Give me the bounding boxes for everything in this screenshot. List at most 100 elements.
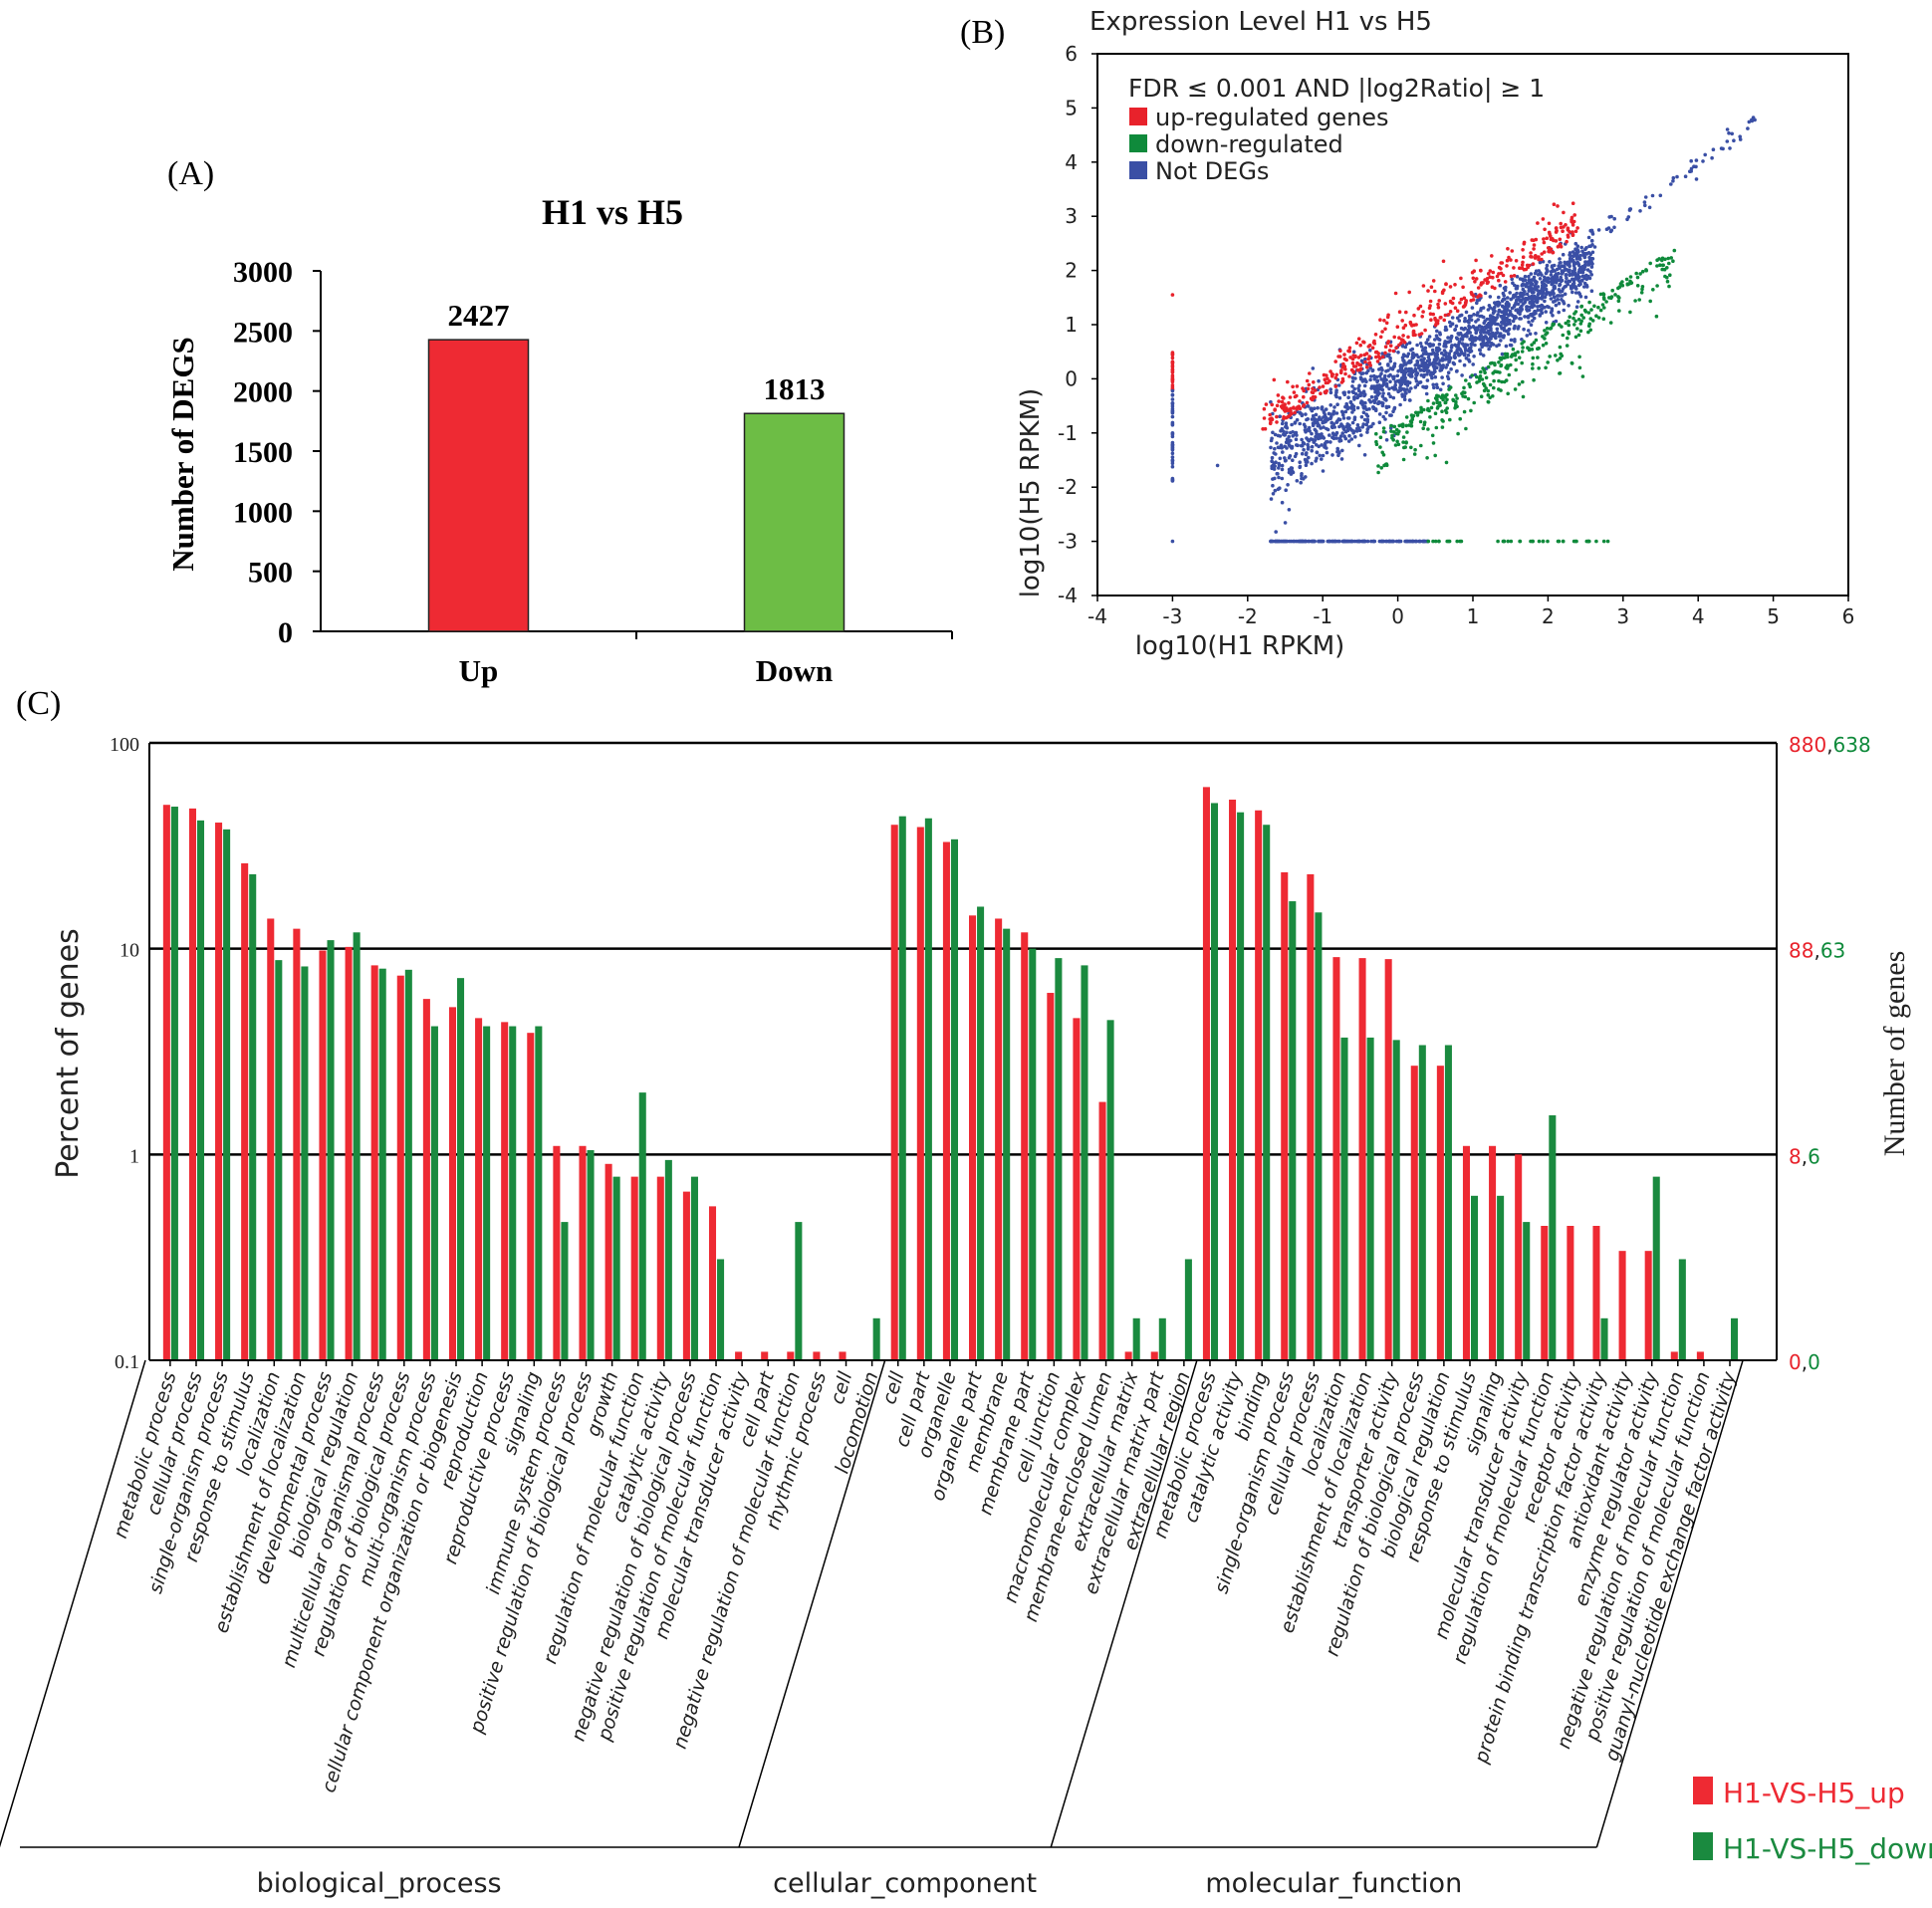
chart-b-point (1553, 284, 1557, 289)
chart-b-point (1306, 386, 1311, 391)
chart-b-point (1436, 346, 1440, 351)
chart-b-point (1272, 377, 1277, 382)
chart-b-point (1586, 262, 1591, 267)
chart-b-point (1529, 313, 1533, 317)
chart-b-point (1322, 372, 1327, 377)
chart-b-point (1541, 293, 1545, 298)
chart-b-point (1293, 454, 1298, 459)
chart-b-point (1449, 349, 1453, 354)
chart-b-point (1479, 308, 1483, 313)
chart-b-point (1421, 359, 1426, 364)
chart-b-point (1608, 229, 1613, 234)
chart-b-point (1533, 278, 1537, 283)
chart-b-point (1435, 365, 1439, 370)
chart-b-point (1391, 539, 1396, 544)
chart-b-point (1335, 446, 1339, 451)
chart-b-point (1444, 345, 1448, 349)
chart-b-point (1447, 352, 1452, 356)
chart-b-point (1556, 358, 1560, 362)
chart-b-point (1307, 382, 1312, 387)
chart-b-point (1388, 394, 1392, 399)
chart-b-point (1497, 310, 1501, 314)
chart-b-point (1486, 400, 1491, 404)
chart-b-point (1572, 277, 1577, 281)
chart-b-point (1361, 405, 1365, 409)
chart-b-point (1282, 396, 1286, 400)
chart-b-point (1491, 311, 1496, 315)
chart-b-point (1402, 372, 1407, 377)
chart-b-point (1441, 419, 1445, 423)
chart-b-point (1331, 436, 1336, 441)
chart-b-point (1170, 414, 1175, 419)
chart-b-point (1559, 275, 1563, 280)
chart-b-point (1490, 342, 1494, 346)
chart-b-point (1550, 292, 1554, 296)
chart-b-point (1467, 331, 1471, 335)
chart-b-point (1440, 363, 1445, 368)
chart-b-point (1287, 443, 1292, 447)
chart-b-point (1317, 433, 1322, 438)
chart-b-point (1317, 378, 1321, 383)
chart-b-point (1651, 288, 1655, 292)
chart-c-bar-up-extracellular-matrix (1124, 1351, 1132, 1360)
chart-b-point (1541, 259, 1546, 264)
chart-b-point (1483, 278, 1487, 282)
chart-b-point (1567, 319, 1570, 324)
chart-b-point (1333, 393, 1338, 397)
chart-b-point (1543, 305, 1547, 310)
chart-b-point (1506, 355, 1510, 359)
chart-b-point (1531, 539, 1535, 544)
chart-b-point (1462, 304, 1467, 309)
chart-b-point (1486, 388, 1491, 393)
chart-b-point (1384, 539, 1389, 544)
chart-b-point (1307, 539, 1312, 544)
chart-b-point (1305, 400, 1310, 405)
chart-c-category-label: catalytic activity (608, 1368, 675, 1525)
chart-c-bar-up-multicellular-organismal-process (370, 965, 378, 1360)
chart-b-point (1382, 355, 1386, 359)
chart-b-point (1514, 259, 1519, 263)
chart-b-point (1385, 341, 1390, 346)
chart-b-point (1527, 348, 1532, 353)
chart-b-point (1478, 335, 1482, 339)
chart-b-point (1566, 235, 1570, 239)
chart-b-point (1322, 409, 1327, 413)
chart-b-point (1415, 382, 1420, 387)
chart-b-point (1727, 130, 1731, 135)
chart-b-point (1350, 357, 1355, 361)
chart-b-point (1567, 269, 1570, 273)
chart-b-point (1552, 322, 1556, 327)
chart-b-point (1290, 422, 1294, 427)
chart-b-point (1434, 396, 1439, 401)
chart-b-point (1375, 379, 1379, 384)
chart-b-point (1533, 310, 1538, 315)
chart-b-point (1566, 336, 1570, 341)
chart-b-point (1563, 260, 1567, 265)
chart-b-point (1455, 539, 1459, 544)
chart-c-bar-up-signaling (527, 1033, 535, 1360)
chart-b-point (1561, 287, 1566, 291)
chart-b-point (1455, 368, 1459, 373)
chart-b-point (1428, 372, 1433, 377)
chart-b-point (1304, 389, 1309, 393)
chart-b-point (1306, 428, 1310, 432)
chart-b-point (1340, 424, 1345, 428)
chart-b-point (1523, 315, 1527, 319)
chart-b-point (1511, 347, 1516, 352)
chart-b-point (1376, 355, 1381, 358)
chart-b-point (1408, 360, 1412, 364)
chart-a-bar-up (427, 339, 530, 632)
chart-b-point (1450, 301, 1455, 306)
chart-b-point (1470, 306, 1475, 310)
chart-b-point (1452, 361, 1457, 366)
chart-b-point (1306, 442, 1310, 447)
chart-b-legend: FDR ≤ 0.001 AND |log2Ratio| ≥ 1 up-regul… (1128, 74, 1545, 185)
chart-b-point (1570, 290, 1574, 295)
chart-b-point (1287, 440, 1291, 444)
chart-b-point (1580, 374, 1585, 378)
chart-b-point (1280, 476, 1285, 481)
chart-c-bar-down-biological-regulation (1444, 1045, 1452, 1360)
chart-b-point (1300, 412, 1304, 416)
chart-b-point (1428, 299, 1433, 304)
chart-c-bar-up-cellular-process (1307, 873, 1315, 1360)
